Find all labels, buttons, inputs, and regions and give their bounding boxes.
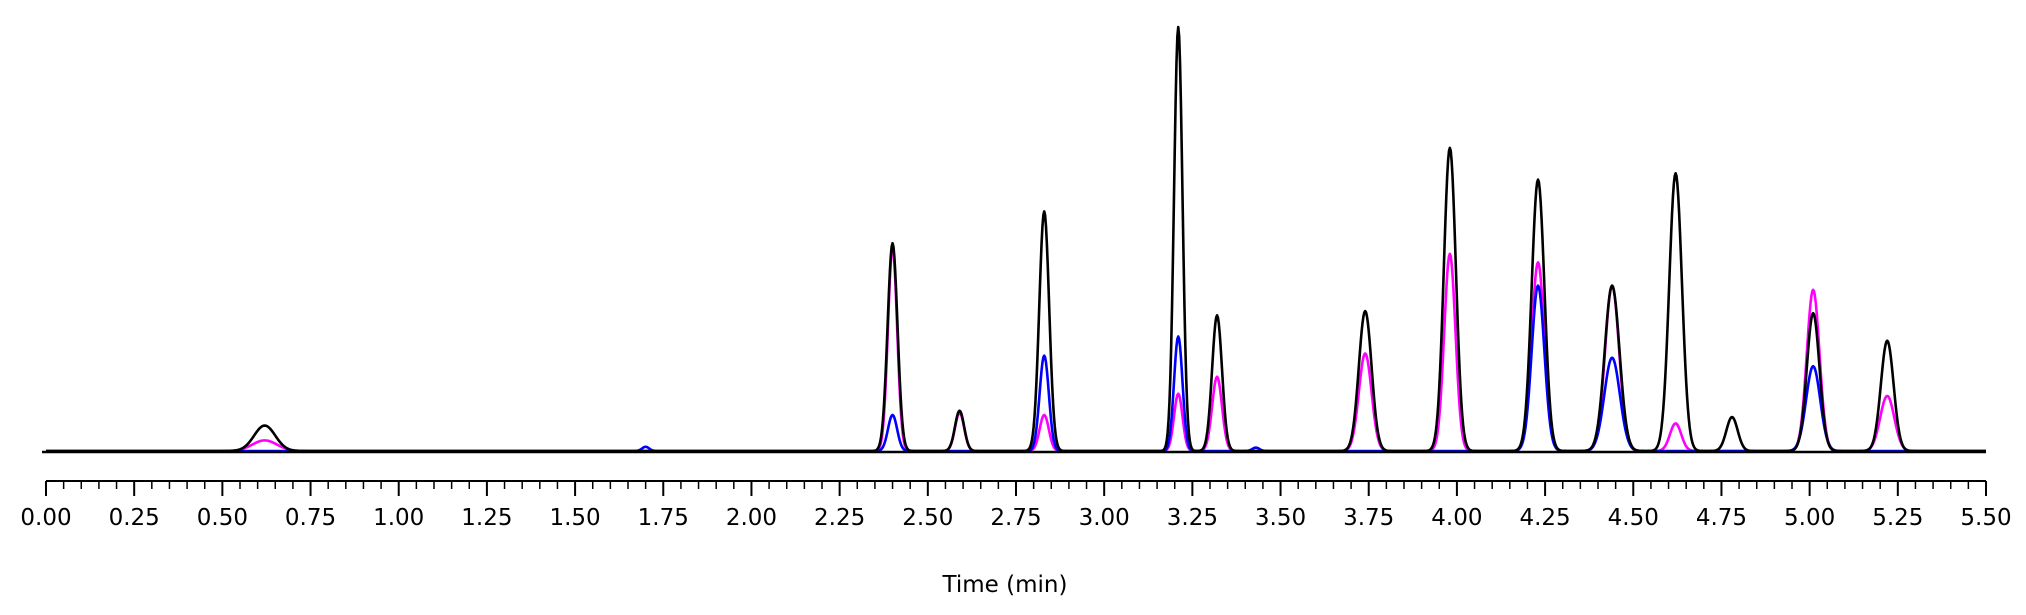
x-tick-label: 0.25 <box>109 505 160 531</box>
x-axis-tick-labels: 0.00 0.25 0.50 0.75 1.00 1.25 1.50 1.75 2.00 2.25… <box>20 505 2011 531</box>
x-tick-label: 0.50 <box>197 505 248 531</box>
x-tick-label: 2.25 <box>814 505 865 531</box>
trace-series-1 <box>45 246 1987 453</box>
x-axis-ticks <box>45 481 1987 496</box>
x-tick-label: 4.50 <box>1608 505 1659 531</box>
x-tick-label: 0.75 <box>285 505 336 531</box>
x-tick-label: 3.75 <box>1343 505 1394 531</box>
x-tick-label: 1.00 <box>373 505 424 531</box>
x-tick-label: 2.75 <box>990 505 1041 531</box>
x-tick-label: 3.00 <box>1079 505 1130 531</box>
x-tick-label: 1.25 <box>461 505 512 531</box>
x-tick-label: 1.50 <box>549 505 600 531</box>
x-tick-label: 2.50 <box>902 505 953 531</box>
x-tick-label: 4.25 <box>1519 505 1570 531</box>
x-tick-label: 4.00 <box>1431 505 1482 531</box>
x-tick-label: 3.25 <box>1167 505 1218 531</box>
x-axis-title: Time (min) <box>942 572 1068 598</box>
trace-series-2 <box>45 284 1987 453</box>
x-tick-label: 2.00 <box>726 505 777 531</box>
x-tick-label: 5.00 <box>1784 505 1835 531</box>
x-tick-label: 4.75 <box>1696 505 1747 531</box>
x-tick-label: 5.50 <box>1960 505 2011 531</box>
x-tick-label: 1.75 <box>638 505 689 531</box>
x-tick-label: 5.25 <box>1872 505 1923 531</box>
plot-area <box>45 25 1987 453</box>
x-tick-label: 0.00 <box>20 505 71 531</box>
trace-series-3 <box>45 25 1987 453</box>
x-tick-label: 3.50 <box>1255 505 1306 531</box>
